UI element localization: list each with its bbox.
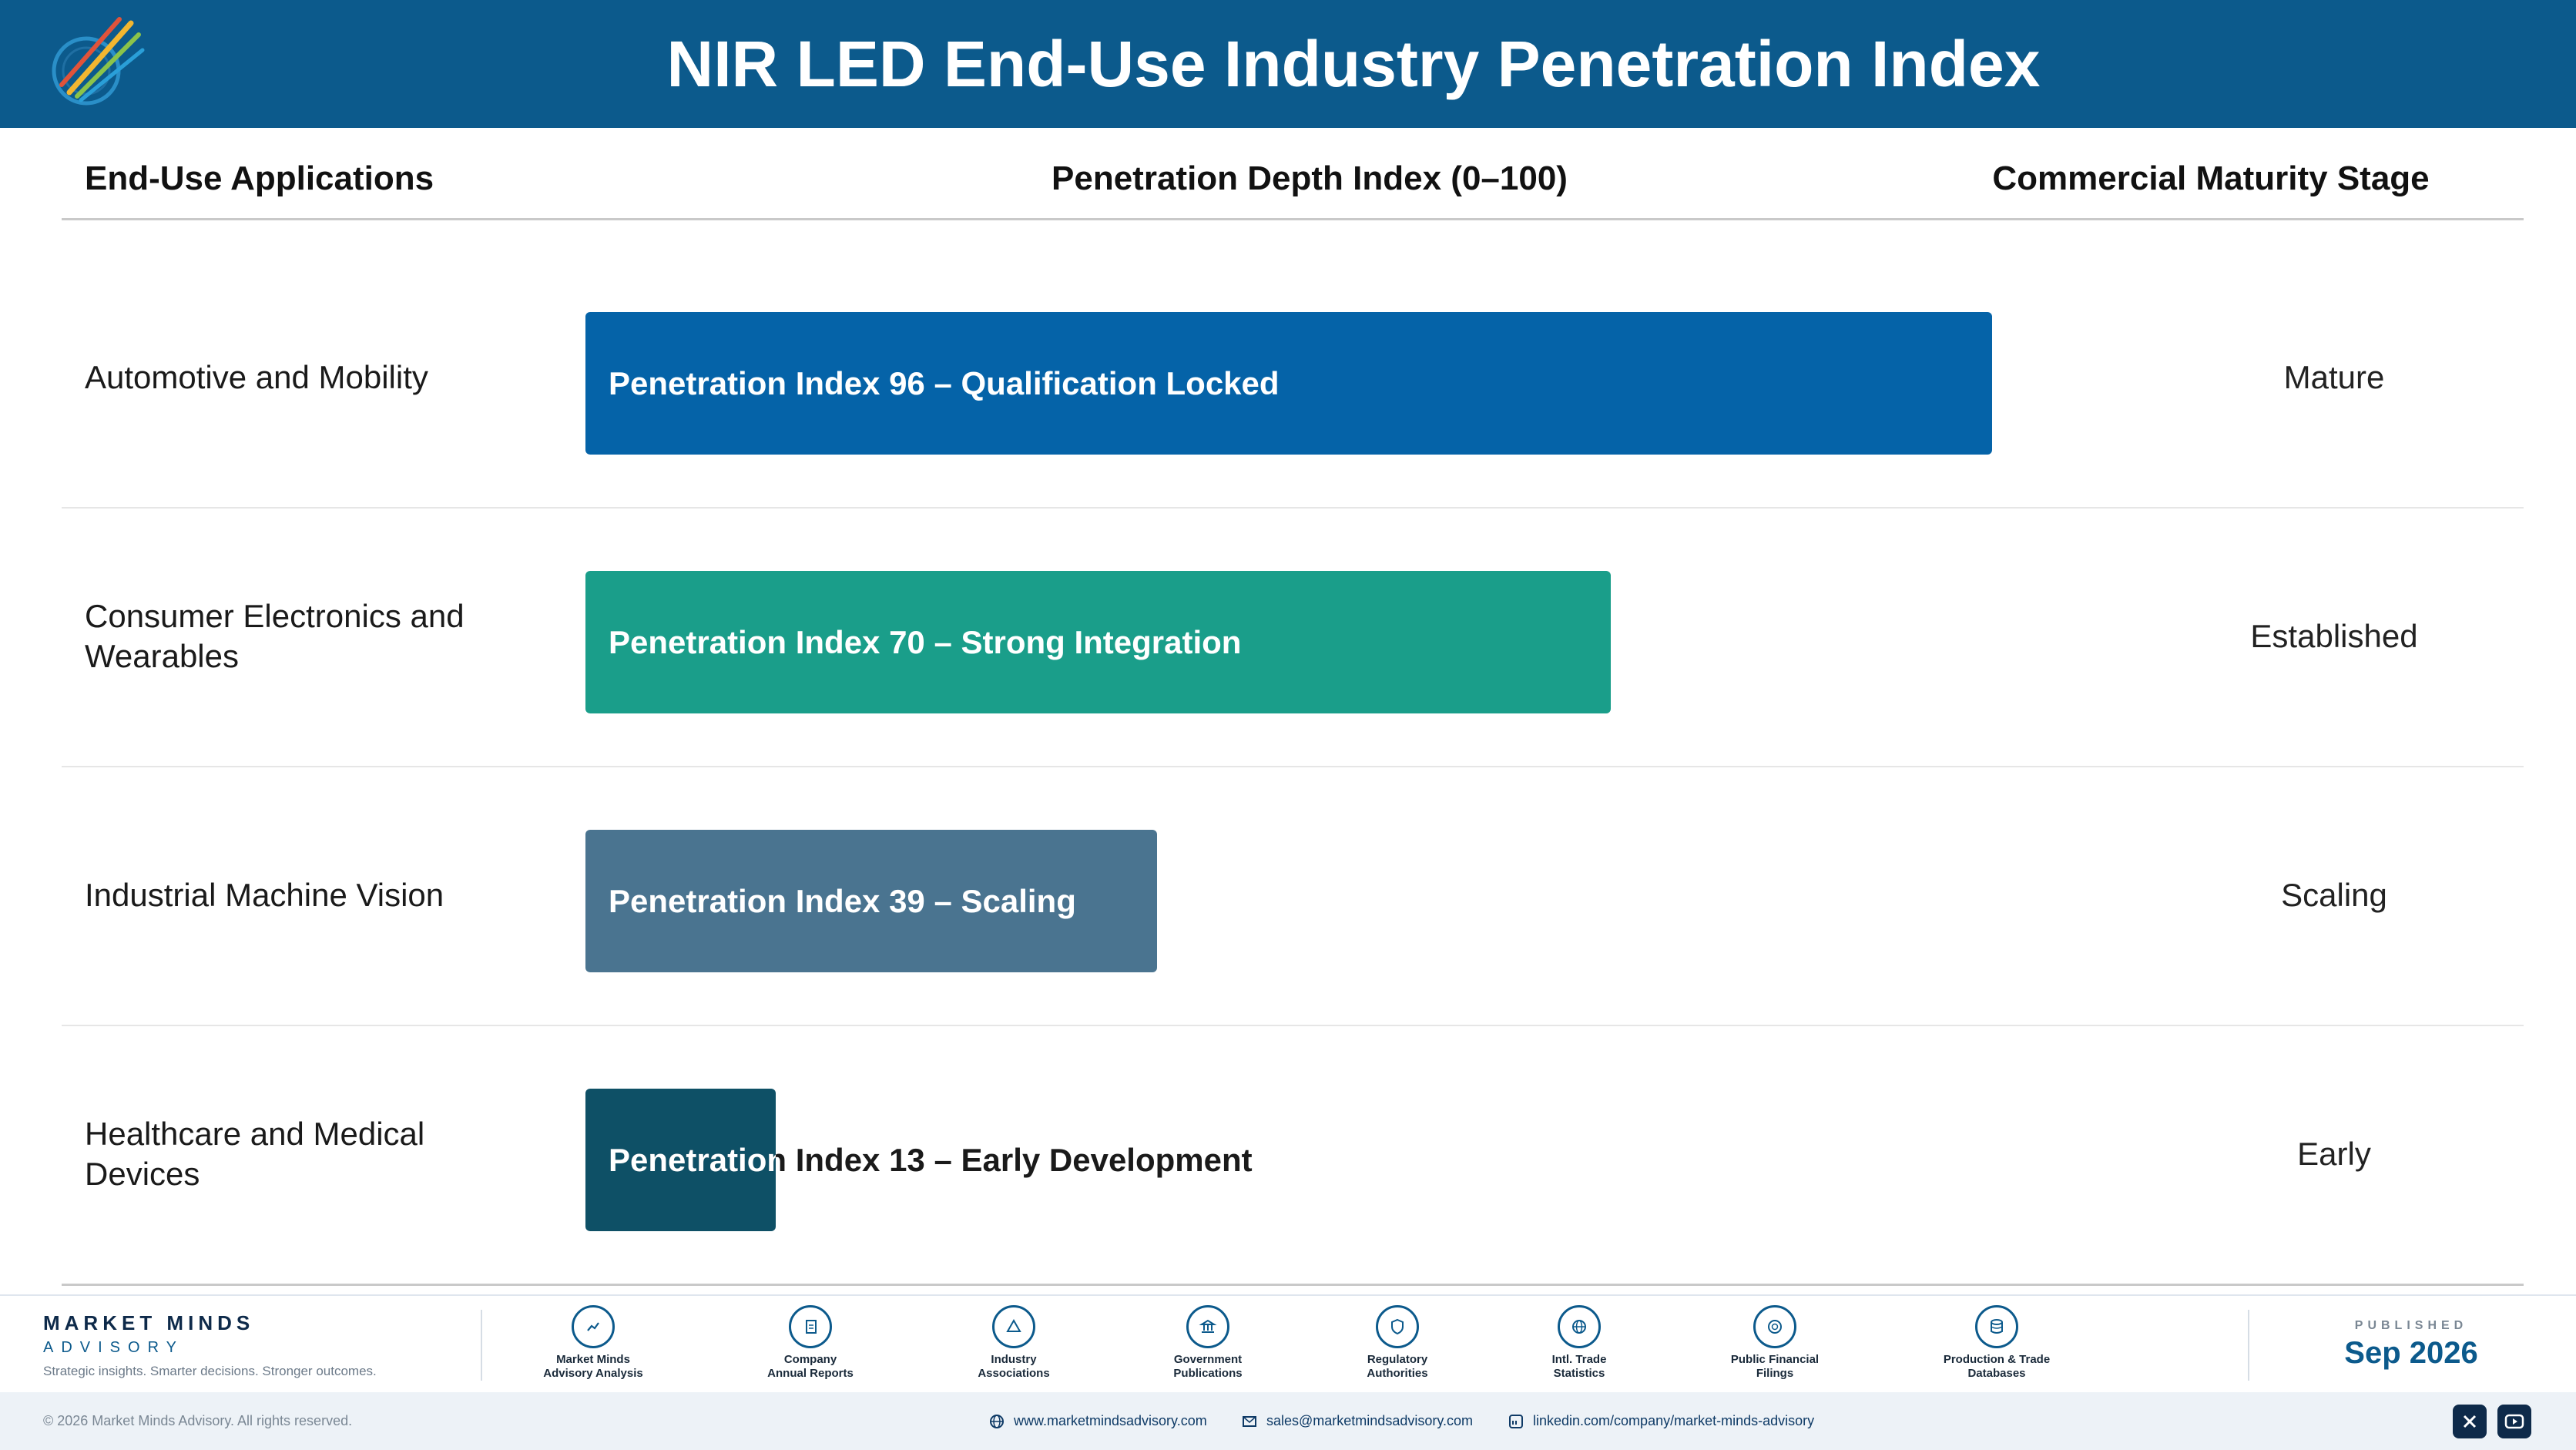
- source-label-line1: Industry: [991, 1353, 1037, 1366]
- category-label: Consumer Electronics and Wearables: [85, 598, 465, 674]
- email-text: sales@marketmindsadvisory.com: [1266, 1413, 1474, 1428]
- chart-row: Industrial Machine Vision Penetration Ind…: [62, 766, 2524, 1025]
- source-label-line2: Filings: [1756, 1367, 1794, 1380]
- brand-tagline: Strategic insights. Smarter decisions. S…: [43, 1364, 377, 1378]
- source-label: Industry Associations: [937, 1353, 1091, 1381]
- email-link[interactable]: sales@marketmindsadvisory.com: [1242, 1392, 1473, 1450]
- maturity-stage-label: Established: [2250, 618, 2418, 654]
- chart-row: Automotive and Mobility Penetration Index…: [62, 248, 2524, 507]
- website-text: www.marketmindsadvisory.com: [1014, 1413, 1207, 1428]
- brand-subtitle: ADVISORY: [43, 1339, 184, 1356]
- source-label-line1: Regulatory: [1367, 1353, 1428, 1366]
- chart-row: Healthcare and Medical Devices Penetratio…: [62, 1025, 2524, 1284]
- source-label-line2: Databases: [1967, 1367, 2026, 1380]
- chart-bottom-divider: [62, 1284, 2524, 1286]
- source-label: Government Publications: [1131, 1353, 1285, 1381]
- maturity-stage-label: Scaling: [2281, 877, 2387, 913]
- bar-data-label: Penetration Index 39 – Scaling: [609, 883, 1076, 919]
- source-label: Intl. Trade Statistics: [1502, 1353, 1656, 1381]
- source-label-line2: Authorities: [1367, 1367, 1428, 1380]
- row-divider: [62, 507, 2524, 509]
- source-label: Company Annual Reports: [733, 1353, 887, 1381]
- x-social-button[interactable]: [2453, 1405, 2487, 1438]
- copyright-text: © 2026 Market Minds Advisory. All rights…: [43, 1413, 353, 1428]
- bar: [585, 830, 1157, 972]
- globe-icon: [990, 1415, 1004, 1429]
- published-label: PUBLISHED: [2354, 1319, 2468, 1332]
- index-column-header: Penetration Depth Index (0–100): [1052, 159, 1568, 197]
- footer-divider: [2248, 1310, 2249, 1381]
- stage-column-header: Commercial Maturity Stage: [1992, 159, 2430, 197]
- chart-row: Consumer Electronics and Wearables Penetr…: [62, 507, 2524, 766]
- source-item: Intl. Trade Statistics: [1502, 1305, 1656, 1381]
- source-label-line1: Public Financial: [1730, 1353, 1820, 1366]
- bar-label-clip: Penetration Index 13 – Early Development: [585, 1089, 776, 1231]
- source-label: Public Financial Filings: [1698, 1353, 1852, 1381]
- footer-divider: [481, 1310, 482, 1381]
- shield-icon: [1376, 1305, 1419, 1348]
- globe-icon: [1558, 1305, 1601, 1348]
- source-label: Market Minds Advisory Analysis: [516, 1353, 670, 1381]
- network-icon: [992, 1305, 1035, 1348]
- source-label: Production & Trade Databases: [1920, 1353, 2074, 1381]
- source-item: Market Minds Advisory Analysis: [516, 1305, 670, 1381]
- coin-icon: [1753, 1305, 1796, 1348]
- applications-column-header: End-Use Applications: [85, 159, 434, 197]
- linkedin-icon: [1509, 1415, 1523, 1429]
- source-label-line1: Government: [1173, 1353, 1243, 1366]
- youtube-social-button[interactable]: [2497, 1405, 2531, 1438]
- contact-strip: © 2026 Market Minds Advisory. All rights…: [0, 1392, 2576, 1450]
- bar-data-label-overlay: Penetration Index 13 – Early Development: [609, 1142, 776, 1178]
- source-item: Company Annual Reports: [733, 1305, 887, 1381]
- document-icon: [789, 1305, 832, 1348]
- source-label-line1: Intl. Trade: [1551, 1353, 1607, 1366]
- source-label-line1: Company: [783, 1353, 837, 1366]
- category-label: Automotive and Mobility: [85, 359, 428, 395]
- category-label: Industrial Machine Vision: [85, 877, 444, 913]
- source-label-line2: Statistics: [1553, 1367, 1605, 1380]
- source-item: Regulatory Authorities: [1320, 1305, 1474, 1381]
- building-icon: [1186, 1305, 1229, 1348]
- row-divider: [62, 766, 2524, 767]
- database-icon: [1975, 1305, 2018, 1348]
- category-label: Healthcare and Medical Devices: [85, 1116, 425, 1192]
- header-divider: [62, 218, 2524, 220]
- header-bar: NIR LED End-Use Industry Penetration Ind…: [0, 0, 2576, 128]
- bar: [585, 1089, 776, 1231]
- row-divider: [62, 1025, 2524, 1026]
- bar-data-label: Penetration Index 13 – Early Development: [609, 1142, 1253, 1178]
- linkedin-link[interactable]: linkedin.com/company/market-minds-adviso…: [1508, 1392, 1814, 1450]
- website-link[interactable]: www.marketmindsadvisory.com: [989, 1392, 1207, 1450]
- maturity-stage-label: Mature: [2283, 359, 2385, 395]
- x-icon: [2463, 1415, 2477, 1428]
- bar: [585, 571, 1611, 713]
- page-title: NIR LED End-Use Industry Penetration Ind…: [666, 28, 2041, 100]
- youtube-icon: [2504, 1414, 2524, 1429]
- mail-icon: [1243, 1416, 1256, 1428]
- source-label-line2: Associations: [978, 1367, 1050, 1380]
- source-label-line2: Publications: [1173, 1367, 1243, 1380]
- brand-name: MARKET MINDS: [43, 1311, 255, 1334]
- source-label-line1: Market Minds: [556, 1353, 630, 1366]
- published-date: Sep 2026: [2344, 1336, 2478, 1370]
- maturity-stage-label: Early: [2297, 1136, 2371, 1172]
- source-item: Industry Associations: [937, 1305, 1091, 1381]
- linkedin-text: linkedin.com/company/market-minds-adviso…: [1533, 1413, 1815, 1428]
- source-item: Public Financial Filings: [1698, 1305, 1852, 1381]
- source-label: Regulatory Authorities: [1320, 1353, 1474, 1381]
- chart-line-icon: [572, 1305, 615, 1348]
- bar: [585, 312, 1992, 455]
- source-item: Production & Trade Databases: [1920, 1305, 2074, 1381]
- source-label-line2: Annual Reports: [767, 1367, 854, 1380]
- bar-data-label: Penetration Index 70 – Strong Integratio…: [609, 624, 1242, 660]
- bar-data-label: Penetration Index 96 – Qualification Loc…: [609, 365, 1280, 401]
- logo-icon: [52, 17, 145, 106]
- source-label-line2: Advisory Analysis: [543, 1367, 643, 1380]
- source-label-line1: Production & Trade: [1943, 1353, 2051, 1366]
- source-item: Government Publications: [1131, 1305, 1285, 1381]
